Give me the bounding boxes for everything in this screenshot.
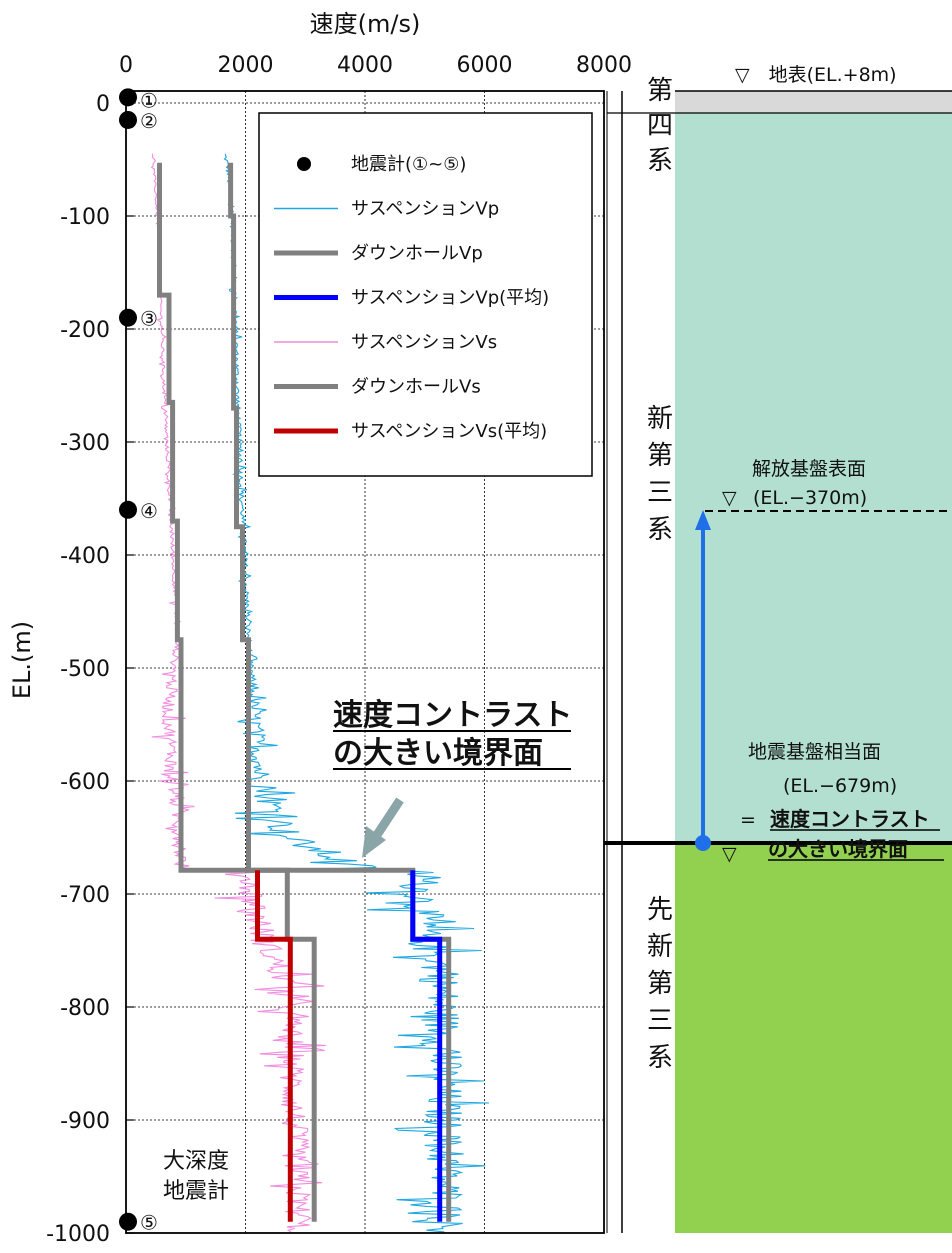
y-tick-label: -400 [60,544,110,569]
legend-label: 地震計(①~⑤) [351,154,466,175]
series-layer [150,153,490,1233]
base-surface-title: 解放基盤表面 [752,458,866,480]
base-surface-mark: ▽ [722,487,737,509]
unit-quaternary: 第 四 系 [647,76,673,176]
contrast-title-line2: の大きい境界面 [333,736,543,771]
deep-seismometer-label-line1: 大深度 [163,1149,229,1174]
contrast-pointer-arrow-shaft [371,797,404,841]
unit-neogene: 新 第 三 系 [647,404,673,545]
seismometer-marker [119,308,137,327]
unit-char: 系 [647,1043,673,1073]
seismic-base-el: (EL.−679m) [783,775,897,797]
seismometer-marker [119,88,137,107]
seismic-base-bold2: の大きい境界面 [768,837,908,861]
y-axis-title: EL.(m) [8,621,36,699]
series-line [150,153,327,1233]
unit-char: 系 [647,146,673,176]
seismometer-layer: ①② ③ ④ ⑤ [119,88,158,1235]
unit-pre-neogene: 先 新 第 三 系 [647,895,673,1073]
seismometer-marker [119,500,137,519]
x-tick-label: 8000 [576,53,632,78]
unit-char: 三 [647,478,673,508]
unit-char: 三 [647,1006,673,1036]
seismometer-label: ⑤ [140,1211,158,1235]
legend-label: サスペンションVs(平均) [351,421,547,442]
deep-seismometer-label-line2: 地震計 [163,1179,229,1204]
legend: 地震計(①~⑤) サスペンションVp ダウンホールVp サスペンションVp(平均) サス… [258,112,593,477]
x-tick-label: 6000 [457,53,513,78]
legend-marker [297,157,311,171]
x-tick-label: 0 [119,53,133,78]
series-line [157,162,317,1222]
geology-column: ▽ 地表(EL.+8m) 第 四 系 新 第 三 系 先 新 第 三 系 解放基… [575,64,952,1233]
contrast-title-line1: 速度コントラスト [333,698,572,733]
seismometer-label: ④ [140,499,158,523]
y-tick-label: -600 [60,770,110,795]
pre-neogene-layer [675,843,952,1233]
unit-char: 新 [647,404,673,434]
y-tick-label: -100 [60,205,110,230]
unit-char: 第 [647,969,673,999]
seismic-base-eq: = [740,809,756,831]
legend-label: サスペンションVp(平均) [351,288,549,309]
y-tick-label: -700 [60,883,110,908]
contrast-pointer-arrow-head [362,826,386,858]
legend-label: サスペンションVs [351,332,497,353]
y-tick-label: -200 [60,318,110,343]
y-tick-label: 0 [96,92,110,117]
series-line [255,870,293,1222]
unit-char: 先 [647,895,673,925]
unit-char: 系 [647,515,673,545]
legend-label: ダウンホールVp [351,243,483,264]
y-tick-label: -500 [60,657,110,682]
neogene-layer [675,113,952,843]
plot-border [125,90,605,1234]
unit-char: 第 [647,441,673,471]
unit-char: 新 [647,932,673,962]
y-tick-label: -1000 [46,1222,110,1247]
y-tick-label: -800 [60,996,110,1021]
x-tick-label: 4000 [337,53,393,78]
unit-char: 四 [647,111,673,141]
seismometer-label: ① [140,88,158,112]
y-tick-label: -900 [60,1109,110,1134]
depth-range-arrow-head [695,510,711,530]
ground-surface-label: ▽ 地表(EL.+8m) [735,64,897,86]
seismometer-marker [119,1212,137,1231]
base-surface-el: (EL.−370m) [753,487,867,509]
seismometer-marker [119,110,137,129]
seismometer-label: ③ [140,307,158,331]
plot-area: ①② ③ ④ ⑤ 0 2000 4000 6000 8000 0 -100 -200 -300 -400… [8,10,632,1247]
legend-items: 地震計(①~⑤) サスペンションVp ダウンホールVp サスペンションVp(平均) サス… [274,154,549,442]
surface-layer [675,91,952,113]
depth-range-arrow-dot [695,835,711,851]
unit-char: 第 [647,76,673,106]
legend-label: サスペンションVp [351,199,499,220]
seismic-base-bold1: 速度コントラスト [770,807,930,831]
x-axis-title: 速度(m/s) [310,10,421,38]
seismic-base-title: 地震基盤相当面 [748,741,881,763]
seismometer-label: ② [140,109,158,133]
series-line [410,870,443,1222]
y-tick-label: -300 [60,431,110,456]
legend-label: ダウンホールVs [351,377,481,398]
tick-label-layer: 0 2000 4000 6000 8000 0 -100 -200 -300 -400 -500 -6… [46,53,632,1247]
x-tick-label: 2000 [218,53,274,78]
legend-box [258,112,593,477]
seismic-base-mark: ▽ [722,843,737,865]
